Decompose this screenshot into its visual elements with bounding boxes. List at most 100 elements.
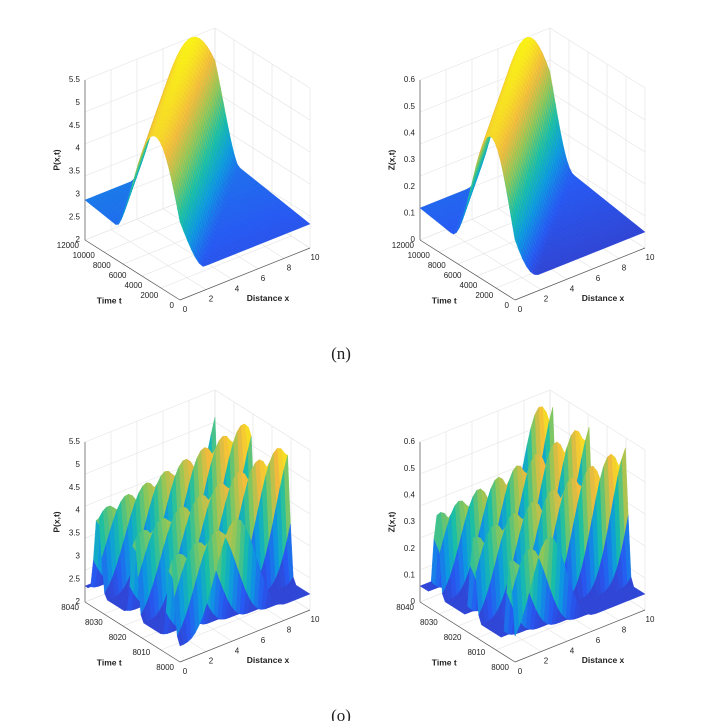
t-axis <box>84 239 181 301</box>
grid-line <box>549 91 646 153</box>
z-tick-label: 0.3 <box>404 155 416 164</box>
t-tick-label: 8000 <box>491 663 509 672</box>
t-tick-label: 4000 <box>460 281 478 290</box>
grid-line <box>160 235 292 289</box>
x-tick-label: 6 <box>261 636 266 645</box>
x-tick-label: 10 <box>646 615 655 624</box>
x-axis <box>179 609 311 663</box>
z-axis-label: Z(x,t) <box>386 149 396 170</box>
z-axis-label: Z(x,t) <box>386 511 396 532</box>
t-tick-label: 8030 <box>420 618 438 627</box>
z-tick-label: 2.5 <box>69 574 81 583</box>
z-tick-label: 3.5 <box>69 167 81 176</box>
t-tick-label: 8020 <box>444 633 462 642</box>
grid-line <box>549 389 646 451</box>
z-tick-label: 0.2 <box>404 182 416 191</box>
t-axis-label: Time t <box>97 295 122 305</box>
z-tick-label: 0.1 <box>404 208 416 217</box>
grid-line <box>214 91 311 153</box>
grid-line <box>84 453 216 507</box>
t-tick-label: 12000 <box>392 241 415 250</box>
plot: 22.533.544.555.5020004000600080001000012… <box>51 27 320 314</box>
x-tick-label: 6 <box>596 274 601 283</box>
t-tick-label: 8030 <box>85 618 103 627</box>
surface-patch <box>177 207 185 232</box>
z-tick-label: 5.5 <box>69 437 81 446</box>
x-tick-label: 8 <box>287 626 292 635</box>
surface-patch <box>512 223 520 251</box>
plot: 00.10.20.30.40.50.6800080108020803080400… <box>386 389 655 676</box>
x-tick-label: 4 <box>235 646 240 655</box>
t-tick-label: 6000 <box>444 271 462 280</box>
z-tick-label: 0.6 <box>404 75 416 84</box>
t-axis <box>84 601 181 663</box>
x-axis-label: Distance x <box>247 293 290 303</box>
plot: 22.533.544.555.5800080108020803080400246… <box>51 389 320 676</box>
x-tick-label: 0 <box>183 305 188 314</box>
z-tick-label: 3 <box>76 551 81 560</box>
z-axis-label: P(x,t) <box>51 511 61 532</box>
x-tick-label: 8 <box>287 264 292 273</box>
t-tick-label: 8040 <box>396 603 414 612</box>
x-axis-label: Distance x <box>247 655 290 665</box>
t-tick-label: 12000 <box>57 241 80 250</box>
t-axis-label: Time t <box>97 657 122 667</box>
z-tick-label: 0.3 <box>404 517 416 526</box>
z-tick-label: 5 <box>76 98 81 107</box>
z-tick-label: 5 <box>76 460 81 469</box>
x-axis <box>179 247 311 301</box>
t-tick-label: 4000 <box>125 281 143 290</box>
grid-line <box>84 389 216 443</box>
t-axis-label: Time t <box>432 295 457 305</box>
grid-line <box>214 59 311 121</box>
z-tick-label: 0.4 <box>404 128 416 137</box>
z-tick-label: 4 <box>76 144 81 153</box>
grid-line <box>84 421 216 475</box>
t-tick-label: 8040 <box>61 603 79 612</box>
grid-line <box>214 123 311 185</box>
z-tick-label: 2.5 <box>69 212 81 221</box>
z-tick-label: 3 <box>76 189 81 198</box>
x-tick-label: 8 <box>622 626 627 635</box>
z-tick-label: 0 <box>411 235 416 244</box>
z-tick-label: 2 <box>76 235 81 244</box>
x-tick-label: 6 <box>261 274 266 283</box>
grid-line <box>445 229 542 290</box>
grid-line <box>110 229 207 290</box>
t-tick-label: 8010 <box>132 648 150 657</box>
x-tick-label: 0 <box>518 305 523 314</box>
z-tick-label: 0.4 <box>404 490 416 499</box>
grid-line <box>549 27 646 89</box>
x-tick-label: 10 <box>311 615 320 624</box>
grid-line <box>214 27 311 89</box>
z-tick-label: 4.5 <box>69 121 81 130</box>
x-axis <box>514 247 646 301</box>
z-tick-label: 4 <box>76 506 81 515</box>
grid-line <box>214 421 311 483</box>
t-tick-label: 2000 <box>140 291 158 300</box>
grid-line <box>419 27 551 81</box>
x-axis-label: Distance x <box>582 655 625 665</box>
z-tick-label: 0.5 <box>404 102 416 111</box>
x-tick-label: 2 <box>209 295 214 304</box>
x-tick-label: 8 <box>622 264 627 273</box>
t-tick-label: 10000 <box>73 251 96 260</box>
t-tick-label: 8020 <box>109 633 127 642</box>
grid-line <box>136 218 233 280</box>
x-tick-label: 4 <box>570 284 575 293</box>
t-tick-label: 2000 <box>475 291 493 300</box>
z-tick-label: 0.5 <box>404 464 416 473</box>
t-tick-label: 0 <box>505 301 510 310</box>
grid-line <box>549 123 646 185</box>
t-axis <box>419 239 516 301</box>
x-tick-label: 6 <box>596 636 601 645</box>
z-tick-label: 0.2 <box>404 544 416 553</box>
grid-line <box>214 389 311 451</box>
plot: 00.10.20.30.40.50.6020004000600080001000… <box>386 27 655 314</box>
z-tick-label: 4.5 <box>69 483 81 492</box>
x-tick-label: 4 <box>570 646 575 655</box>
t-tick-label: 6000 <box>109 271 127 280</box>
t-tick-label: 8000 <box>428 261 446 270</box>
z-tick-label: 5.5 <box>69 75 81 84</box>
